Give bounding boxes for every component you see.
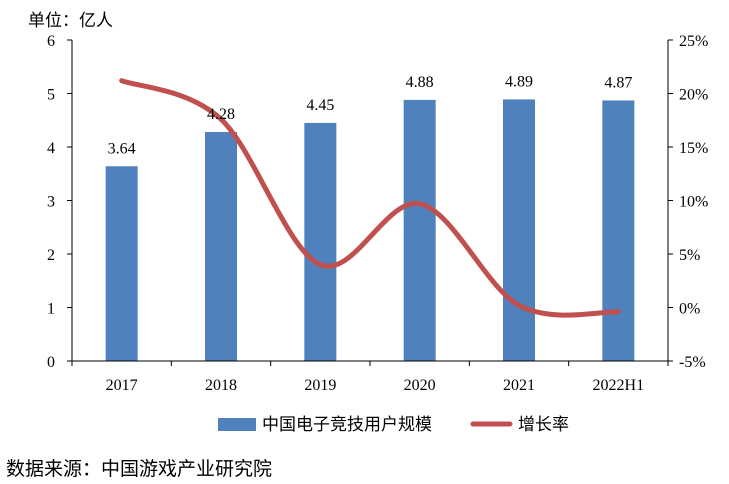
- x-tick-label: 2021: [503, 377, 535, 394]
- right-tick-label: 10%: [679, 194, 708, 211]
- right-tick-label: 5%: [679, 247, 700, 264]
- left-tick-label: 0: [47, 354, 55, 371]
- bar-series: [105, 99, 635, 362]
- right-tick-label: 20%: [679, 87, 708, 104]
- data-label-2022H1: 4.87: [604, 74, 632, 91]
- unit-label: 单位：亿人: [28, 11, 113, 31]
- x-tick-label: 2019: [304, 377, 336, 394]
- bar-2017: [105, 166, 138, 361]
- x-tick-label: 2017: [106, 377, 138, 394]
- right-tick-label: 25%: [679, 33, 708, 50]
- data-label-2021: 4.89: [505, 73, 533, 90]
- legend: 中国电子竞技用户规模 增长率: [218, 415, 569, 435]
- legend-label-line: 增长率: [518, 415, 569, 435]
- left-tick-label: 5: [47, 87, 55, 104]
- bar-2019: [304, 122, 337, 361]
- right-tick-label: 15%: [679, 140, 708, 157]
- left-tick-label: 1: [47, 301, 55, 318]
- x-tick-label: 2020: [404, 377, 436, 394]
- right-tick-label: 0%: [679, 301, 700, 318]
- data-label-2017: 3.64: [108, 140, 136, 157]
- data-label-2019: 4.45: [306, 97, 334, 114]
- bar-2020: [403, 99, 436, 362]
- bar-2021: [503, 99, 535, 361]
- axes: [67, 39, 673, 366]
- left-tick-label: 2: [47, 247, 55, 264]
- bar-2018: [205, 132, 237, 361]
- bar-2022H1: [602, 100, 635, 361]
- tick-labels: 0 1 2 3 4 5 6 -5% 0% 5% 10% 15% 20% 25% 2017 2018 2019 20…: [47, 33, 708, 394]
- data-label-2020: 4.88: [406, 74, 434, 91]
- growth-rate-line: [119, 78, 621, 318]
- left-tick-label: 4: [47, 140, 55, 157]
- data-label-2018: 4.28: [207, 106, 235, 123]
- legend-swatch-bar: [218, 418, 256, 431]
- data-labels: 3.64 4.28 4.45 4.88 4.89 4.87: [108, 73, 633, 157]
- left-tick-label: 3: [47, 194, 55, 211]
- x-tick-label: 2022H1: [593, 377, 645, 394]
- source-note: 数据来源：中国游戏产业研究院: [6, 458, 273, 480]
- x-tick-label: 2018: [205, 377, 237, 394]
- legend-label-bar: 中国电子竞技用户规模: [262, 415, 432, 435]
- left-tick-label: 6: [47, 33, 55, 50]
- right-tick-label: -5%: [679, 354, 706, 371]
